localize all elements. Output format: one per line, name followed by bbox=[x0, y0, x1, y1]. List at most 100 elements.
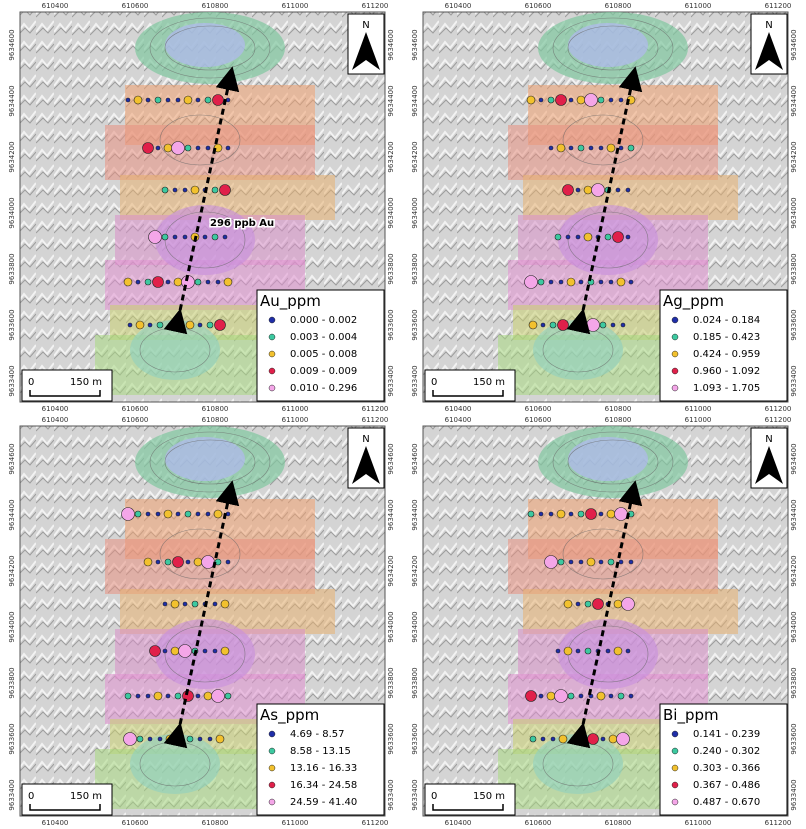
sample-point bbox=[168, 323, 172, 327]
y-coord-label: 9634000 bbox=[790, 197, 798, 228]
legend-label: 0.024 - 0.184 bbox=[693, 315, 760, 326]
scale-length: 150 m bbox=[473, 377, 505, 388]
sample-point bbox=[223, 235, 227, 239]
legend-symbol bbox=[672, 748, 678, 754]
scale-length: 150 m bbox=[70, 791, 102, 802]
y-coord-label: 9634200 bbox=[8, 141, 16, 172]
sample-point bbox=[545, 556, 558, 569]
sample-point bbox=[178, 323, 182, 327]
sample-point bbox=[206, 512, 210, 516]
legend-symbol bbox=[672, 765, 678, 771]
sample-point bbox=[196, 146, 200, 150]
y-coord-label: 9633800 bbox=[387, 667, 395, 698]
sample-point bbox=[150, 646, 161, 657]
sample-point bbox=[143, 143, 154, 154]
sample-point bbox=[613, 232, 624, 243]
sample-point bbox=[609, 694, 613, 698]
sample-point bbox=[564, 647, 572, 655]
legend-symbol bbox=[672, 334, 678, 340]
legend-symbol bbox=[269, 334, 275, 340]
sample-point bbox=[226, 560, 230, 564]
sample-point bbox=[192, 601, 198, 607]
sample-point bbox=[547, 692, 555, 700]
sample-point bbox=[601, 737, 605, 741]
x-coord-label: 611200 bbox=[765, 2, 792, 10]
sample-point bbox=[144, 558, 152, 566]
sample-point bbox=[216, 280, 220, 284]
y-coord-label: 9633400 bbox=[790, 365, 798, 396]
sample-point bbox=[576, 188, 580, 192]
geology-patch bbox=[130, 734, 220, 794]
y-coord-label: 9634400 bbox=[387, 499, 395, 530]
x-coord-label: 610400 bbox=[42, 405, 69, 413]
x-coord-label: 610400 bbox=[445, 819, 472, 827]
sample-point bbox=[555, 234, 561, 240]
sample-point bbox=[173, 235, 177, 239]
sample-point bbox=[558, 320, 569, 331]
x-coord-label: 611000 bbox=[282, 405, 309, 413]
sample-point bbox=[619, 146, 623, 150]
sample-point bbox=[569, 512, 573, 516]
x-coord-label: 610600 bbox=[122, 819, 149, 827]
sample-point bbox=[154, 692, 162, 700]
sample-point bbox=[185, 145, 191, 151]
sample-point bbox=[208, 737, 212, 741]
sample-point bbox=[618, 693, 624, 699]
y-coord-label: 9633600 bbox=[387, 723, 395, 754]
x-coord-label: 611000 bbox=[685, 416, 712, 424]
x-coord-label: 611200 bbox=[362, 416, 389, 424]
y-coord-label: 9634600 bbox=[8, 443, 16, 474]
x-coord-label: 611000 bbox=[282, 819, 309, 827]
sample-point bbox=[198, 323, 202, 327]
x-coord-label: 611200 bbox=[362, 2, 389, 10]
y-coord-label: 9633600 bbox=[790, 723, 798, 754]
sample-point bbox=[563, 185, 574, 196]
legend-label: 0.185 - 0.423 bbox=[693, 332, 760, 343]
sample-point bbox=[136, 280, 140, 284]
x-coord-label: 611000 bbox=[685, 405, 712, 413]
y-coord-label: 9634600 bbox=[790, 29, 798, 60]
north-label: N bbox=[765, 20, 772, 31]
y-coord-label: 9633400 bbox=[387, 779, 395, 810]
sample-point bbox=[541, 737, 545, 741]
geology-patch bbox=[558, 619, 658, 689]
sample-point bbox=[559, 735, 567, 743]
legend-label: 0.240 - 0.302 bbox=[693, 746, 760, 757]
sample-point bbox=[579, 280, 583, 284]
x-coord-label: 610800 bbox=[202, 416, 229, 424]
sample-point bbox=[555, 690, 568, 703]
sample-point bbox=[175, 693, 181, 699]
y-coord-label: 9634600 bbox=[387, 29, 395, 60]
sample-point bbox=[213, 95, 224, 106]
y-coord-label: 9634400 bbox=[790, 499, 798, 530]
x-coord-label: 610600 bbox=[525, 416, 552, 424]
sample-point bbox=[527, 96, 535, 104]
annotation: 296 ppb Au bbox=[210, 218, 274, 229]
sample-point bbox=[173, 557, 184, 568]
y-coord-label: 9633600 bbox=[387, 309, 395, 340]
sample-point bbox=[214, 510, 222, 518]
sample-point bbox=[621, 323, 625, 327]
sample-point bbox=[148, 323, 152, 327]
sample-point bbox=[549, 280, 553, 284]
y-coord-label: 9634400 bbox=[790, 85, 798, 116]
sample-point bbox=[166, 98, 170, 102]
x-coord-label: 610400 bbox=[42, 416, 69, 424]
sample-point bbox=[215, 320, 226, 331]
sample-point bbox=[216, 735, 224, 743]
x-coord-label: 610800 bbox=[605, 819, 632, 827]
legend-label: 0.303 - 0.366 bbox=[693, 763, 760, 774]
sample-point bbox=[559, 280, 563, 284]
x-coord-label: 610600 bbox=[122, 405, 149, 413]
geology-patch bbox=[568, 23, 648, 67]
x-coord-label: 610600 bbox=[525, 819, 552, 827]
sample-point bbox=[205, 97, 211, 103]
y-coord-label: 9634600 bbox=[387, 443, 395, 474]
y-coord-label: 9633600 bbox=[790, 309, 798, 340]
y-coord-label: 9633800 bbox=[8, 667, 16, 698]
sample-point bbox=[163, 649, 167, 653]
sample-point bbox=[558, 559, 564, 565]
scale-length: 150 m bbox=[473, 791, 505, 802]
sample-point bbox=[569, 146, 573, 150]
sample-point bbox=[569, 560, 573, 564]
